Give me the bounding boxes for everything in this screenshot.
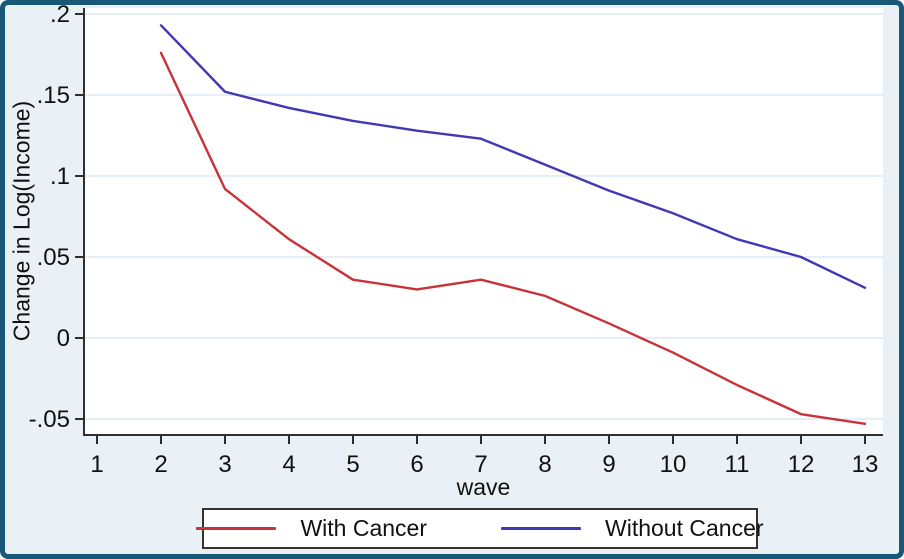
with-cancer-line-sample-icon	[196, 527, 277, 530]
legend-label-without-cancer: Without Cancer	[605, 515, 764, 541]
y-tick-label: .05	[37, 244, 70, 271]
series-line-with-cancer	[159, 51, 867, 426]
y-tick-label: .15	[37, 82, 70, 109]
x-tick-label: 2	[154, 451, 167, 478]
plot-area	[84, 8, 883, 435]
x-tick-label: 12	[788, 451, 815, 478]
gridlines	[84, 13, 883, 420]
x-tick-label: 8	[538, 451, 551, 478]
x-tick-label: 10	[660, 451, 687, 478]
series-line-without-cancer	[159, 24, 867, 289]
without-cancer-line-sample-icon	[501, 527, 582, 530]
x-tick-label: 5	[346, 451, 359, 478]
x-tick-label: 9	[602, 451, 615, 478]
x-tick-label: 7	[474, 451, 487, 478]
x-tick-label: 3	[218, 451, 231, 478]
x-tick-label: 4	[282, 451, 295, 478]
x-tick-label: 1	[90, 451, 103, 478]
legend-item-with-cancer: With Cancer	[196, 515, 427, 542]
legend-label-with-cancer: With Cancer	[300, 515, 428, 541]
axes: -.050.05.1.15.21 2 3 4 5 6 7 8 9 10 11 12 13	[29, 1, 883, 478]
legend-item-without-cancer: Without Cancer	[501, 515, 764, 542]
legend: With Cancer Without Cancer	[196, 508, 764, 549]
x-tick-label: 11	[725, 451, 750, 478]
y-tick-label: -.05	[29, 406, 70, 433]
x-tick-label: 13	[852, 451, 879, 478]
x-axis-title: wave	[456, 474, 511, 500]
y-axis-title: Change in Log(Income)	[8, 100, 35, 342]
x-tick-label: 6	[410, 451, 423, 478]
y-tick-label: 0	[57, 325, 70, 352]
y-tick-label: .1	[50, 163, 70, 190]
y-tick-label: .2	[50, 1, 70, 28]
